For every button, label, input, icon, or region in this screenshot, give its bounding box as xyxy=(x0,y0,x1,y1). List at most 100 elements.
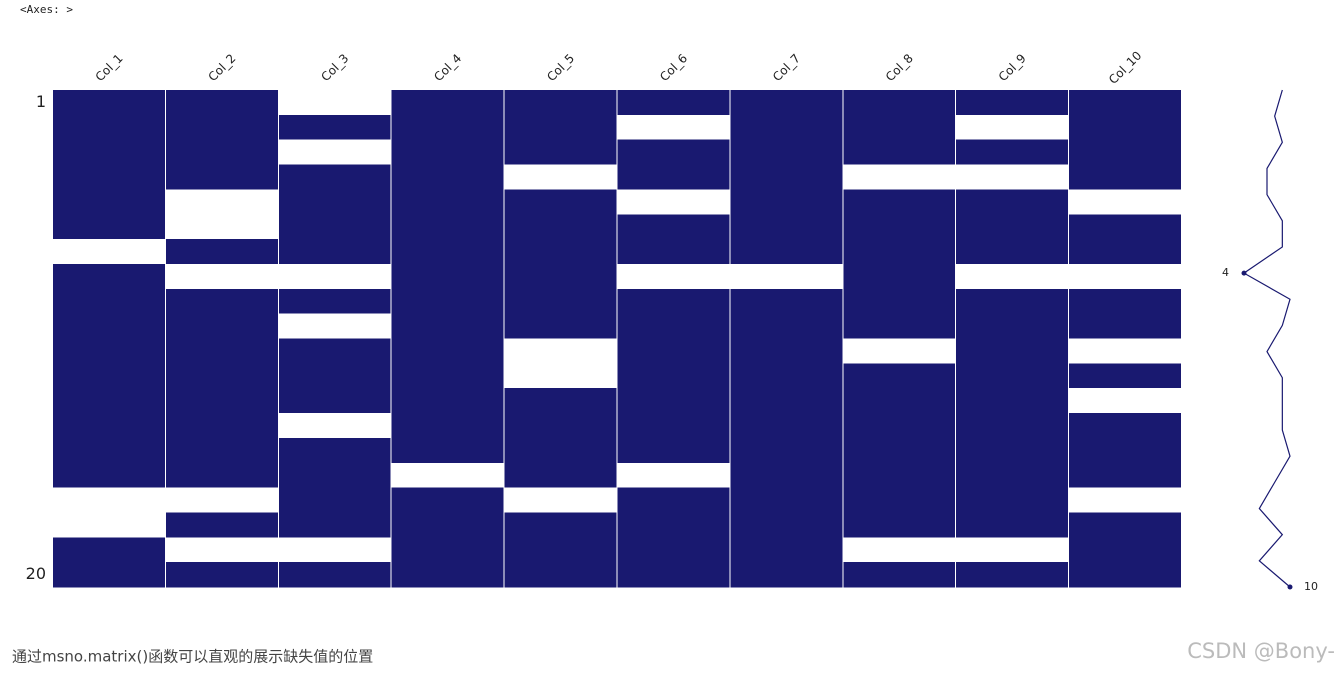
cell xyxy=(278,164,391,190)
cell xyxy=(165,462,278,489)
cell xyxy=(1069,164,1181,190)
cell xyxy=(53,263,165,290)
cell xyxy=(504,388,617,414)
cell xyxy=(165,338,278,364)
cell xyxy=(391,313,504,339)
cell xyxy=(391,164,504,190)
cell xyxy=(53,214,165,240)
cell xyxy=(504,90,617,116)
cell xyxy=(391,114,504,141)
cell xyxy=(1069,214,1181,240)
cell xyxy=(730,90,843,116)
cell xyxy=(504,437,617,464)
column-label: Col_6 xyxy=(657,51,690,84)
cell xyxy=(504,338,617,364)
cell xyxy=(843,139,956,166)
column-label: Col_10 xyxy=(1106,48,1144,86)
cell xyxy=(956,413,1069,439)
cell xyxy=(391,338,504,364)
sparkline-min-label: 4 xyxy=(1222,266,1229,279)
cell xyxy=(843,214,956,240)
cell xyxy=(617,214,730,240)
cell xyxy=(504,487,617,513)
cell xyxy=(391,537,504,563)
cell xyxy=(617,562,730,588)
cell xyxy=(391,214,504,240)
column-label: Col_8 xyxy=(883,51,916,84)
cell xyxy=(165,313,278,339)
cell xyxy=(278,263,391,290)
cell xyxy=(278,487,391,513)
cell xyxy=(53,164,165,190)
cell xyxy=(278,239,391,265)
cell xyxy=(617,263,730,290)
cell xyxy=(165,437,278,464)
column-label: Col_3 xyxy=(318,51,351,84)
cell xyxy=(53,313,165,339)
cell xyxy=(843,288,956,315)
cell xyxy=(278,90,391,116)
cell xyxy=(1069,288,1181,315)
cell xyxy=(617,90,730,116)
cell xyxy=(391,437,504,464)
cell xyxy=(391,388,504,414)
cell xyxy=(843,189,956,215)
row-label: 20 xyxy=(26,564,46,583)
cell xyxy=(617,313,730,339)
cell xyxy=(53,462,165,489)
cell xyxy=(53,437,165,464)
cell xyxy=(165,90,278,116)
cell xyxy=(730,388,843,414)
cell xyxy=(504,537,617,563)
cell xyxy=(956,114,1069,141)
cell xyxy=(843,487,956,513)
cell xyxy=(1069,512,1181,538)
cell xyxy=(53,288,165,315)
cell xyxy=(391,90,504,116)
cell xyxy=(165,139,278,166)
cell xyxy=(504,363,617,389)
cell xyxy=(278,388,391,414)
cell xyxy=(504,263,617,290)
cell xyxy=(843,114,956,141)
cell xyxy=(53,537,165,563)
cell xyxy=(278,288,391,315)
cell xyxy=(53,90,165,116)
cell xyxy=(1069,263,1181,290)
cell xyxy=(1069,363,1181,389)
cell xyxy=(1069,338,1181,364)
column-label: Col_1 xyxy=(93,51,126,84)
cell xyxy=(1069,462,1181,489)
cell xyxy=(165,512,278,538)
cell xyxy=(617,164,730,190)
cell xyxy=(165,562,278,588)
cell xyxy=(1069,239,1181,265)
cell xyxy=(391,288,504,315)
cell xyxy=(53,239,165,265)
cell xyxy=(843,338,956,364)
cell xyxy=(843,363,956,389)
cell xyxy=(956,164,1069,190)
cell xyxy=(165,388,278,414)
cell xyxy=(730,313,843,339)
cell xyxy=(391,512,504,538)
cell xyxy=(956,562,1069,588)
cell xyxy=(956,512,1069,538)
cell xyxy=(278,537,391,563)
cell xyxy=(1069,313,1181,339)
cell xyxy=(278,313,391,339)
cell xyxy=(165,413,278,439)
cell xyxy=(278,139,391,166)
cell xyxy=(165,487,278,513)
cell xyxy=(730,263,843,290)
cell xyxy=(617,388,730,414)
cell xyxy=(1069,537,1181,563)
column-label: Col_9 xyxy=(996,51,1029,84)
cell xyxy=(956,363,1069,389)
cell xyxy=(617,114,730,141)
cell xyxy=(956,388,1069,414)
cell xyxy=(278,437,391,464)
cell xyxy=(278,189,391,215)
cell xyxy=(956,537,1069,563)
